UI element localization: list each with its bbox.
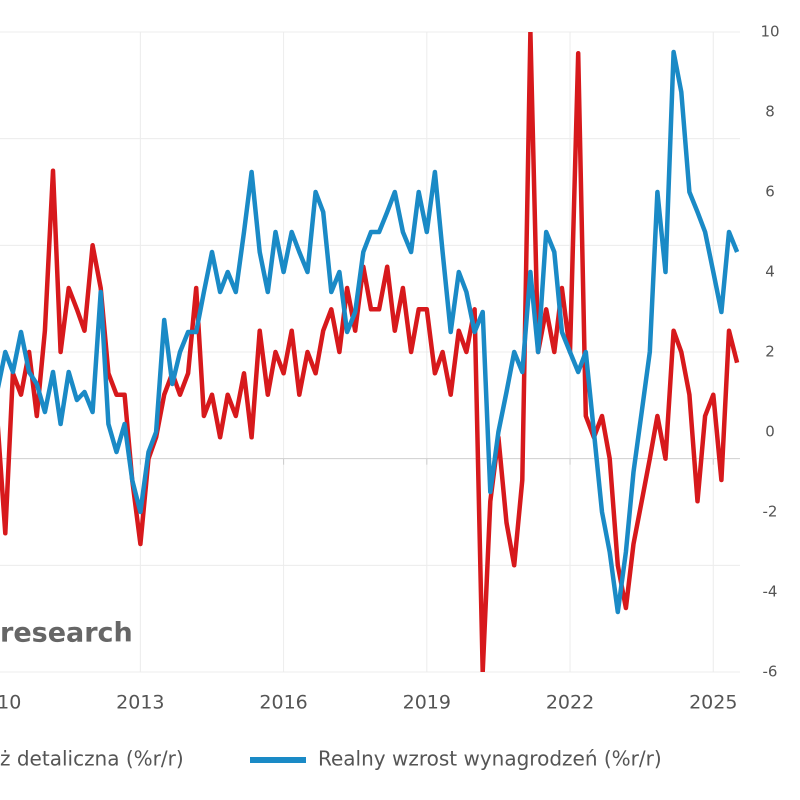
legend-label: Realny wzrost wynagrodzeń (%r/r) — [318, 747, 662, 771]
line-series — [0, 49, 740, 615]
y2-tick-label: 8 — [765, 103, 775, 121]
legend-label: ż detaliczna (%r/r) — [0, 747, 184, 771]
y2-tick-label: -6 — [763, 663, 778, 681]
y2-tick-label: 0 — [765, 423, 775, 441]
x-tick-label: 2013 — [116, 692, 164, 714]
x-tick-label: 2022 — [546, 692, 594, 714]
line-series — [0, 32, 740, 672]
y2-tick-label: -2 — [763, 503, 778, 521]
y2-tick-label: -4 — [763, 583, 778, 601]
grid — [0, 31, 740, 673]
x-tick-label: 2016 — [259, 692, 307, 714]
watermark: research — [0, 618, 133, 649]
x-tick-label: 2019 — [403, 692, 451, 714]
x-tick-label: 2010 — [0, 692, 21, 714]
y2-tick-label: 10 — [760, 23, 779, 41]
y2-tick-label: 6 — [765, 183, 775, 201]
y2-tick-label: 4 — [765, 263, 775, 281]
plot-area — [0, 32, 740, 672]
y2-tick-label: 2 — [765, 343, 775, 361]
x-tick-label: 2025 — [689, 692, 737, 714]
